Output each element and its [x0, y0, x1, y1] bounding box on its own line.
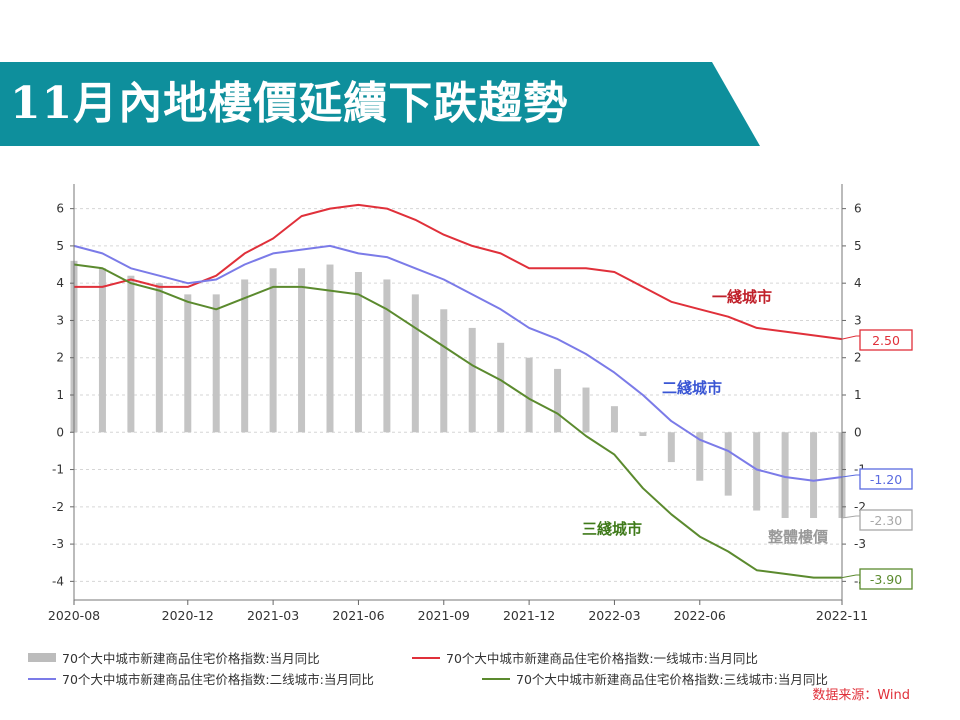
end-value-box [859, 509, 913, 531]
y-tick-label-left: -1 [52, 463, 64, 477]
page-title: 11月內地樓價延續下跌趨勢 [10, 78, 569, 129]
y-tick-label-right: 4 [854, 276, 862, 290]
y-tick-label-right: -2 [854, 500, 866, 514]
series-line [73, 244, 843, 482]
bar [667, 432, 675, 463]
bar [497, 342, 505, 433]
y-tick-label-right: 1 [854, 388, 862, 402]
x-tick-label: 2020-08 [48, 608, 100, 623]
bar [241, 279, 249, 433]
x-tick-label: 2021-09 [418, 608, 470, 623]
x-tick-label: 2021-03 [247, 608, 299, 623]
y-tick-label-left: -3 [52, 537, 64, 551]
title-banner-bg [0, 62, 760, 146]
y-tick-label-left: 0 [56, 425, 64, 439]
y-tick-label-left: 6 [56, 202, 64, 216]
bar [468, 327, 476, 433]
y-tick-label-right: 6 [854, 202, 862, 216]
y-tick-label-left: 3 [56, 313, 64, 327]
y-tick-label-left: 4 [56, 276, 64, 290]
y-tick-label-left: -2 [52, 500, 64, 514]
x-tick-label: 2021-12 [503, 608, 555, 623]
x-tick-label: 2022-06 [674, 608, 726, 623]
legend-swatch-tier1 [412, 656, 440, 659]
bar [298, 268, 306, 433]
legend-label-tier1: 70个大中城市新建商品住宅价格指数:一线城市:当月同比 [446, 651, 758, 666]
end-value-box [859, 329, 913, 351]
bar [155, 283, 163, 433]
legend-label-tier3: 70个大中城市新建商品住宅价格指数:三线城市:当月同比 [516, 672, 828, 687]
legend-item-overall: 70个大中城市新建商品住宅价格指数:当月同比 [28, 648, 320, 667]
bar [724, 432, 732, 496]
y-tick-label-right: -3 [854, 537, 866, 551]
end-value-label: 2.50 [872, 333, 900, 348]
end-label-connector [841, 515, 860, 519]
end-label-connector [841, 474, 860, 478]
legend-item-tier3: 70个大中城市新建商品住宅价格指数:三线城市:当月同比 [482, 669, 828, 688]
bar [554, 368, 562, 433]
line-series [73, 203, 843, 579]
bar [98, 268, 106, 433]
series-annotation: 二綫城市 [662, 379, 722, 397]
bar [383, 279, 391, 433]
bar [753, 432, 761, 511]
end-value-box [859, 568, 913, 590]
bar [582, 387, 590, 433]
end-value-label: -3.90 [870, 572, 902, 587]
data-source: 数据来源：Wind [812, 688, 910, 703]
end-value-label: -2.30 [870, 513, 902, 528]
x-tick-label: 2021-06 [332, 608, 384, 623]
end-label-connector [841, 574, 860, 579]
series-annotation: 整體樓價 [768, 528, 829, 546]
series-annotation: 一綫城市 [712, 288, 772, 306]
grid-lines [74, 208, 842, 582]
legend-label-tier2: 70个大中城市新建商品住宅价格指数:二线城市:当月同比 [62, 672, 374, 687]
y-tick-label-right: 3 [854, 313, 862, 327]
y-tick-label-left: 5 [56, 239, 64, 253]
chart-legend: 70个大中城市新建商品住宅价格指数:当月同比 70个大中城市新建商品住宅价格指数… [28, 648, 928, 690]
end-value-box [859, 468, 913, 490]
x-tick-label: 2020-12 [162, 608, 214, 623]
price-index-chart: -4-4-3-3-2-2-1-1001122334455662020-08202… [48, 184, 913, 623]
bar [440, 309, 448, 433]
legend-label-overall: 70个大中城市新建商品住宅价格指数:当月同比 [62, 651, 320, 666]
y-tick-label-left: 1 [56, 388, 64, 402]
y-tick-label-right: 2 [854, 351, 862, 365]
y-tick-label-right: 0 [854, 425, 862, 439]
legend-item-tier2: 70个大中城市新建商品住宅价格指数:二线城市:当月同比 [28, 669, 374, 688]
y-tick-label-right: 5 [854, 239, 862, 253]
series-annotation: 三綫城市 [582, 520, 642, 538]
bar [212, 294, 220, 433]
bar [127, 275, 135, 433]
title-banner [0, 62, 760, 146]
y-tick-label-left: -4 [52, 574, 64, 588]
bar [354, 272, 362, 433]
x-tick-label: 2022-03 [588, 608, 640, 623]
bar [781, 432, 789, 518]
legend-item-tier1: 70个大中城市新建商品住宅价格指数:一线城市:当月同比 [412, 648, 758, 667]
bar [610, 406, 618, 433]
legend-swatch-tier2 [28, 677, 56, 680]
bar [696, 432, 704, 481]
bar [639, 432, 647, 436]
legend-swatch-tier3 [482, 677, 510, 680]
bar [184, 294, 192, 433]
x-tick-label: 2022-11 [816, 608, 868, 623]
y-tick-label-left: 2 [56, 351, 64, 365]
axes: -4-4-3-3-2-2-1-1001122334455662020-08202… [48, 184, 868, 623]
end-label-connector [841, 335, 860, 340]
bar [411, 294, 419, 433]
bar [525, 357, 533, 433]
series-line [73, 263, 842, 579]
end-value-label: -1.20 [870, 472, 902, 487]
bar [269, 268, 277, 433]
bar [810, 432, 818, 518]
bar [326, 264, 334, 433]
legend-swatch-bar [28, 653, 56, 662]
